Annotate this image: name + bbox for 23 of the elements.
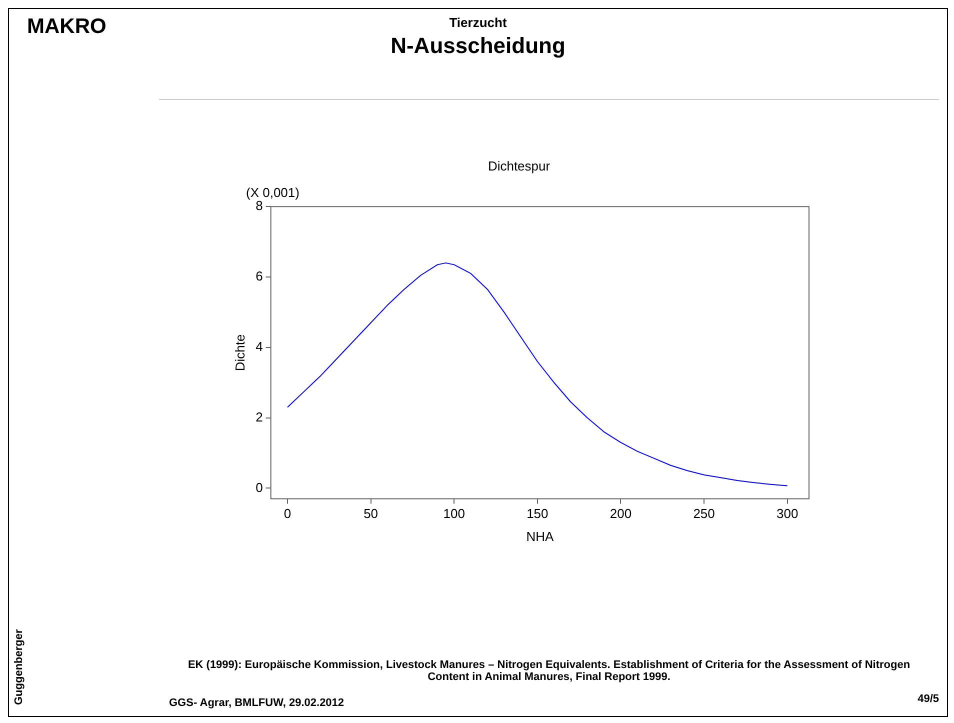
y-tick-label: 6 [256, 268, 263, 284]
x-tick-label: 100 [443, 506, 465, 522]
chart-title: Dichtespur [488, 158, 551, 174]
x-tick-label: 200 [610, 506, 632, 522]
text: EK (1999): Europäische Kommission, Livestock Manures – Nitrogen Equivalents. Establishment of Criteria for the Assessment of Nitrogen Content in Animal Manures, Final Report 1999. [186, 659, 912, 683]
text: GGS- Agrar, BMLFUW, 29.02.2012 [169, 697, 344, 709]
text: Tierzucht [449, 15, 507, 30]
text: 49/5 [918, 693, 939, 705]
x-tick-label: 300 [776, 506, 798, 522]
x-tick-label: 0 [284, 506, 292, 522]
y-tick-label: 0 [256, 480, 263, 495]
y-tick-label: 4 [256, 338, 263, 354]
text: (X 0,001) [246, 185, 300, 200]
x-tick-label: 250 [693, 506, 715, 522]
x-axis-title: NHA [526, 528, 554, 544]
text: Guggenberger [13, 628, 25, 705]
text: MAKRO [27, 15, 106, 39]
y-tick-label: 2 [256, 409, 263, 424]
x-tick-label: 50 [364, 506, 378, 522]
y-tick-label: 8 [256, 198, 263, 214]
y-axis-title: Dichte [232, 334, 248, 372]
x-tick-label: 150 [526, 506, 548, 522]
text: N-Ausscheidung [390, 33, 566, 58]
